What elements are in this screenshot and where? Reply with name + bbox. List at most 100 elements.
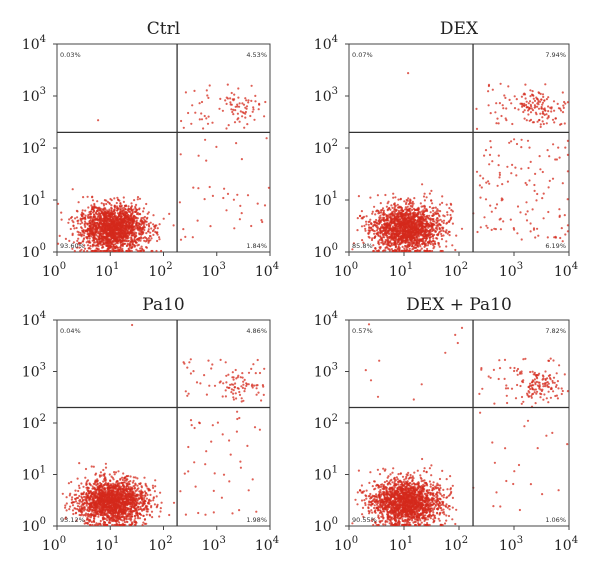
scatter-point xyxy=(527,166,530,170)
scatter-point xyxy=(254,94,257,97)
scatter-point xyxy=(489,204,492,207)
scatter-point xyxy=(232,108,235,111)
scatter-point xyxy=(57,242,60,245)
scatter-point xyxy=(119,220,122,223)
scatter-point xyxy=(381,238,384,241)
scatter-point xyxy=(539,168,542,171)
x-tick-label: 102 xyxy=(444,261,468,280)
quadrant-label-lower-right: 1.84% xyxy=(246,242,267,250)
scatter-point xyxy=(93,222,96,225)
scatter-point xyxy=(535,113,538,116)
scatter-point xyxy=(376,194,379,197)
scatter-point xyxy=(413,214,416,217)
scatter-point xyxy=(104,235,107,238)
scatter-point xyxy=(502,107,505,110)
scatter-point xyxy=(548,155,551,158)
scatter-point xyxy=(406,238,409,241)
scatter-point xyxy=(114,246,117,249)
scatter-point xyxy=(402,218,405,221)
scatter-point xyxy=(517,108,520,111)
scatter-point xyxy=(67,221,70,224)
scatter-point xyxy=(409,218,412,221)
scatter-point xyxy=(200,100,204,104)
scatter-point xyxy=(451,222,454,225)
scatter-point xyxy=(400,221,403,224)
scatter-point xyxy=(553,109,556,112)
scatter-point xyxy=(200,112,203,115)
scatter-point xyxy=(198,102,201,105)
scatter-point xyxy=(238,102,241,105)
scatter-point xyxy=(68,218,71,221)
scatter-point xyxy=(391,225,394,228)
scatter-point xyxy=(448,207,451,210)
scatter-point xyxy=(389,225,392,228)
scatter-point xyxy=(506,180,509,183)
scatter-point xyxy=(99,249,103,253)
scatter-point xyxy=(125,239,128,242)
scatter-point xyxy=(404,233,407,236)
scatter-point xyxy=(143,218,146,221)
scatter-point xyxy=(485,224,488,227)
scatter-point xyxy=(129,207,132,210)
scatter-point xyxy=(150,237,153,240)
scatter-point xyxy=(131,234,134,237)
scatter-point xyxy=(91,208,94,211)
scatter-point xyxy=(232,198,235,201)
scatter-point xyxy=(526,139,530,142)
scatter-point xyxy=(134,234,138,237)
scatter-point xyxy=(133,219,136,222)
scatter-point xyxy=(90,210,93,213)
scatter-point xyxy=(113,236,117,239)
scatter-point xyxy=(221,109,224,112)
scatter-point xyxy=(150,227,153,230)
scatter-point xyxy=(389,244,392,248)
panel-title: DEX xyxy=(440,19,479,39)
scatter-point xyxy=(81,230,85,233)
scatter-point xyxy=(387,226,390,230)
scatter-point xyxy=(108,208,111,211)
scatter-point xyxy=(128,483,131,486)
scatter-point xyxy=(117,221,120,224)
scatter-point xyxy=(190,122,193,125)
scatter-point xyxy=(64,237,67,240)
scatter-point xyxy=(96,215,100,218)
scatter-point xyxy=(386,208,389,211)
scatter-point xyxy=(92,465,95,468)
scatter-point xyxy=(369,218,372,221)
scatter-point xyxy=(529,103,532,106)
scatter-point xyxy=(130,249,133,253)
scatter-point xyxy=(440,220,444,223)
scatter-point xyxy=(498,102,501,105)
scatter-point xyxy=(142,521,145,524)
scatter-point xyxy=(363,224,366,227)
scatter-point xyxy=(449,213,452,217)
scatter-point xyxy=(73,227,76,230)
scatter-point xyxy=(142,207,145,210)
scatter-point xyxy=(528,100,532,103)
scatter-point xyxy=(113,197,116,200)
scatter-point xyxy=(399,197,402,200)
scatter-point xyxy=(454,248,457,252)
scatter-point xyxy=(566,170,570,173)
scatter-point xyxy=(560,227,563,230)
scatter-point xyxy=(401,245,404,248)
scatter-point xyxy=(394,236,397,239)
scatter-point xyxy=(536,97,539,100)
scatter-point xyxy=(400,209,403,212)
scatter-point xyxy=(153,225,157,228)
scatter-point xyxy=(69,216,73,220)
scatter-point xyxy=(242,103,246,106)
scatter-point xyxy=(445,229,448,232)
scatter-point xyxy=(376,226,379,229)
scatter-point xyxy=(94,229,97,232)
scatter-point xyxy=(564,102,567,105)
scatter-point xyxy=(409,213,412,216)
scatter-point xyxy=(85,241,88,244)
scatter-point xyxy=(510,140,513,143)
scatter-point xyxy=(208,84,211,87)
scatter-point xyxy=(89,247,92,250)
scatter-point xyxy=(397,229,400,232)
scatter-point xyxy=(250,84,253,87)
scatter-point xyxy=(71,232,74,235)
